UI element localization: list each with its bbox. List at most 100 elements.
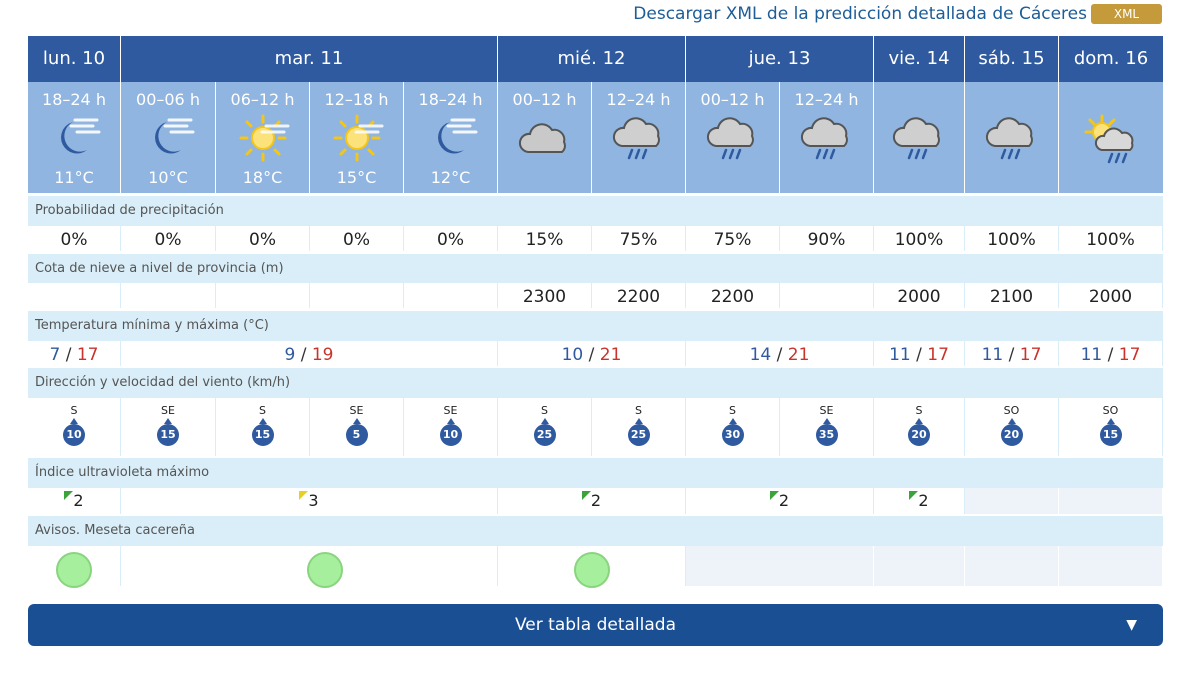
temp-min: 11 [889,345,911,365]
uv-number: 2 [73,491,84,510]
wind-direction: SE [443,404,458,417]
precip-value: 75% [686,226,780,251]
snow-value: 2100 [965,283,1059,308]
precip-value: 100% [965,226,1059,251]
moon-cloud-icon [137,112,199,164]
temp-separator: / [1008,345,1015,365]
uv-value: 2 [686,488,874,514]
snow-value: 2200 [686,283,780,308]
snow-value: 2000 [1059,283,1163,308]
sun-haze-icon [232,112,294,164]
xml-badge[interactable]: XML [1091,4,1162,24]
alert-cell [28,546,121,588]
period-cell: 12–18 h 15°C [310,82,404,193]
snow-value [780,283,874,308]
temp-max: 17 [927,345,949,365]
period-cell [1059,82,1163,193]
sun-haze-icon [326,112,388,164]
moon-cloud-icon [43,112,105,164]
snow-value [310,283,404,308]
period-cell: 12–24 h [592,82,686,193]
period-label: 12–18 h [324,90,389,109]
wind-arrow-icon [540,418,549,424]
temp-min: 11 [981,345,1004,365]
temp-max: 19 [311,345,334,365]
precip-value: 0% [310,226,404,251]
wind-arrow-icon [164,418,172,424]
wind-speed: 20 [1000,424,1023,446]
uv-empty [965,488,1059,514]
period-temp: 15°C [336,168,377,187]
wind-speed: 25 [627,424,650,446]
uv-level-icon [299,491,309,500]
uv-level-icon [909,491,919,500]
period-label: 06–12 h [230,90,295,109]
wind-speed: 15 [1099,424,1122,446]
temp-separator: / [300,345,307,365]
wind-cell: SE 10 [404,398,498,456]
cloud-icon [514,112,576,164]
wind-speed: 5 [345,424,368,446]
uv-value: 2 [28,488,121,514]
precip-value: 0% [28,226,121,251]
cloud-rain-icon [608,112,670,164]
uv-number: 2 [590,491,602,510]
alert-cell [686,546,874,586]
wind-cell: S 25 [498,398,592,456]
temp-range: 14 / 21 [686,341,874,366]
detailed-table-button[interactable]: Ver tabla detallada ▼ [28,604,1163,646]
alert-green-icon [307,552,343,588]
snow-value [216,283,310,308]
temp-min: 9 [284,345,296,365]
wind-cell: S 15 [216,398,310,456]
wind-arrow-icon [258,418,267,424]
cloud-rain-icon [796,112,858,164]
precip-value: 0% [404,226,498,251]
precip-value: 100% [1059,226,1163,251]
wind-direction: S [259,404,266,417]
period-cell [874,82,965,193]
period-temp: 12°C [430,168,471,187]
temp-range: 11 / 17 [965,341,1059,366]
precip-value: 75% [592,226,686,251]
temp-min: 11 [1080,345,1103,365]
temp-separator: / [1107,345,1114,365]
wind-arrow-icon [1106,418,1115,424]
snow-value: 2000 [874,283,965,308]
period-cell: 00–12 h [498,82,592,193]
day-header: mar. 11 [121,36,498,82]
wind-direction: SE [349,404,364,417]
xml-download-link[interactable]: Descargar XML de la predicción detallada… [633,4,1087,24]
wind-arrow-icon [446,418,455,424]
section-label-temp: Temperatura mínima y máxima (°C) [28,311,1163,341]
alert-cell [498,546,686,588]
wind-cell: SE 5 [310,398,404,456]
uv-number: 3 [308,491,319,510]
temp-range: 11 / 17 [874,341,965,366]
uv-number: 2 [918,491,929,510]
temp-separator: / [65,345,72,365]
temp-max: 17 [76,345,99,365]
cloud-rain-icon [888,112,950,164]
wind-speed: 10 [63,424,85,446]
uv-value: 3 [121,488,498,514]
section-label-snow: Cota de nieve a nivel de provincia (m) [28,254,1163,284]
wind-arrow-icon [1007,418,1016,424]
wind-arrow-icon [634,418,643,424]
temp-separator: / [776,345,783,365]
uv-value: 2 [498,488,686,514]
snow-value [28,283,121,308]
forecast-table: lun. 10 mar. 11 mié. 12 jue. 13 vie. 14 … [28,36,1163,588]
wind-cell: S 10 [28,398,121,456]
period-cell [965,82,1059,193]
alert-cell [965,546,1059,586]
snow-value [404,283,498,308]
period-temp: 18°C [242,168,283,187]
period-cell: 12–24 h [780,82,874,193]
period-label: 00–12 h [512,90,577,109]
uv-number: 2 [778,491,790,510]
day-header: jue. 13 [686,36,874,82]
precip-value: 0% [121,226,216,251]
day-header: lun. 10 [28,36,121,82]
sun-cloud-rain-icon [1080,112,1142,164]
